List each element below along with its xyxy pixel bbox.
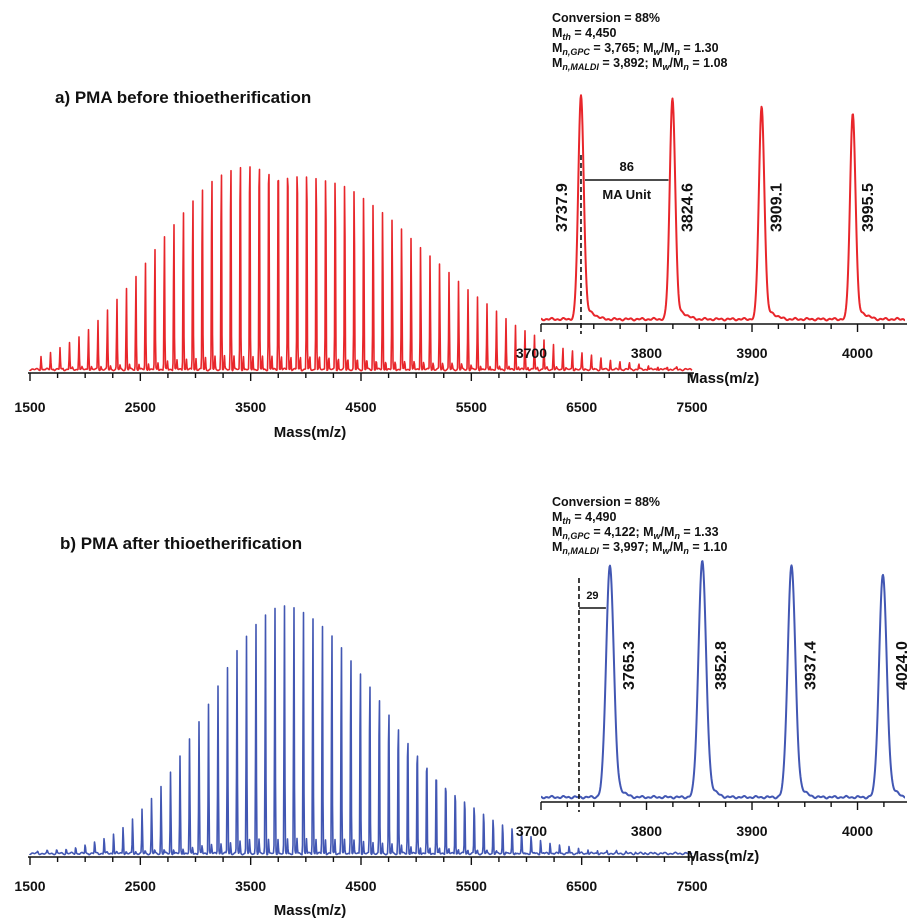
inset-trace [541, 560, 905, 800]
annotation-value: 29 [586, 590, 598, 602]
peak-label: 4024.0 [894, 641, 907, 690]
info-mth-value: 4,450 [585, 26, 616, 40]
info-maldi-mn: 3,997 [613, 540, 644, 554]
chart-title: a) PMA before thioetherification [55, 88, 311, 107]
x-axis-label: Mass(m/z) [274, 424, 347, 441]
x-tick-label: 5500 [456, 878, 487, 894]
peak-label: 3737.9 [554, 183, 571, 232]
x-tick-label: 3900 [736, 345, 767, 361]
peak-label: 3824.6 [679, 183, 696, 232]
x-tick-label: 7500 [676, 878, 707, 894]
chart-a-main: a) PMA before thioetherification 1500 2500… [14, 88, 707, 441]
info-conversion: Conversion = 88% [552, 11, 660, 25]
x-tick-label: 4500 [345, 878, 376, 894]
peak-label: 3909.1 [769, 183, 786, 232]
peak-label: 3995.5 [860, 183, 877, 232]
x-tick-label: 6500 [566, 399, 597, 415]
x-axis-label: Mass(m/z) [687, 370, 760, 387]
info-maldi-dispersity: 1.10 [703, 540, 727, 554]
info-gpc-mn: 4,122 [604, 525, 635, 539]
info-mth: Mth = 4,490 [552, 510, 617, 526]
x-tick-label: 1500 [14, 399, 45, 415]
x-tick-label: 4000 [842, 823, 873, 839]
x-tick-label: 3900 [736, 823, 767, 839]
x-tick-label: 3800 [631, 823, 662, 839]
info-maldi: Mn,MALDI = 3,892; Mw/Mn = 1.08 [552, 56, 728, 72]
x-axis-label: Mass(m/z) [687, 848, 760, 865]
info-gpc-mn: 3,765 [604, 41, 635, 55]
x-tick-label: 2500 [125, 399, 156, 415]
chart-b-main: b) PMA after thioetherification 1500 2500 3… [14, 534, 707, 919]
x-axis-label: Mass(m/z) [274, 902, 347, 919]
info-gpc-dispersity: 1.33 [694, 525, 718, 539]
x-tick-label: 4000 [842, 345, 873, 361]
info-conversion: Conversion = 88% [552, 495, 660, 509]
info-gpc: Mn,GPC = 4,122; Mw/Mn = 1.33 [552, 525, 719, 541]
x-tick-label: 5500 [456, 399, 487, 415]
info-gpc: Mn,GPC = 3,765; Mw/Mn = 1.30 [552, 41, 719, 57]
info-mth-value: 4,490 [585, 510, 616, 524]
x-tick-label: 3700 [516, 345, 547, 361]
annotation-value: 86 [619, 159, 633, 174]
info-maldi-dispersity: 1.08 [703, 56, 727, 70]
x-tick-label: 4500 [345, 399, 376, 415]
info-gpc-dispersity: 1.30 [694, 41, 718, 55]
x-tick-label: 2500 [125, 878, 156, 894]
info-maldi-mn: 3,892 [613, 56, 644, 70]
peak-label: 3765.3 [621, 641, 638, 690]
x-tick-label: 1500 [14, 878, 45, 894]
x-tick-label: 7500 [676, 399, 707, 415]
peak-label: 3937.4 [802, 641, 819, 690]
inset-trace [541, 94, 905, 322]
x-tick-label: 3800 [631, 345, 662, 361]
chart-title: b) PMA after thioetherification [60, 534, 302, 553]
peak-label: 3852.8 [713, 641, 730, 690]
x-tick-label: 6500 [566, 878, 597, 894]
info-mth: Mth = 4,450 [552, 26, 617, 42]
annotation-text: MA Unit [602, 187, 651, 202]
spectrum-line [29, 605, 693, 856]
info-maldi: Mn,MALDI = 3,997; Mw/Mn = 1.10 [552, 540, 728, 556]
x-tick-label: 3500 [235, 878, 266, 894]
x-tick-label: 3500 [235, 399, 266, 415]
x-tick-label: 3700 [516, 823, 547, 839]
spectrum-line [29, 166, 693, 372]
